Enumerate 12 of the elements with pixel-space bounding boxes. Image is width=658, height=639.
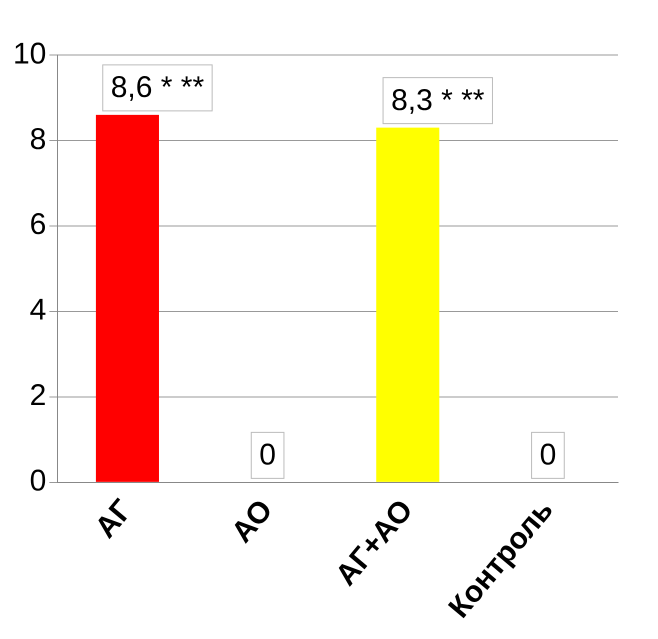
x-tick-label: АГ: [89, 494, 140, 544]
data-label: 0: [259, 438, 276, 472]
y-tick-label: 10: [12, 37, 46, 70]
y-tick-label: 2: [30, 379, 46, 412]
y-tick-label: 8: [30, 122, 46, 156]
data-label: 0: [540, 438, 556, 472]
y-tick-label: 4: [30, 294, 46, 327]
data-label: 8,6 * **: [110, 71, 204, 104]
x-tick-label: АО: [225, 494, 280, 549]
y-tick-label: 0: [30, 464, 46, 498]
y-tick-label: 6: [30, 208, 46, 242]
data-label: 8,3 * **: [391, 84, 485, 117]
